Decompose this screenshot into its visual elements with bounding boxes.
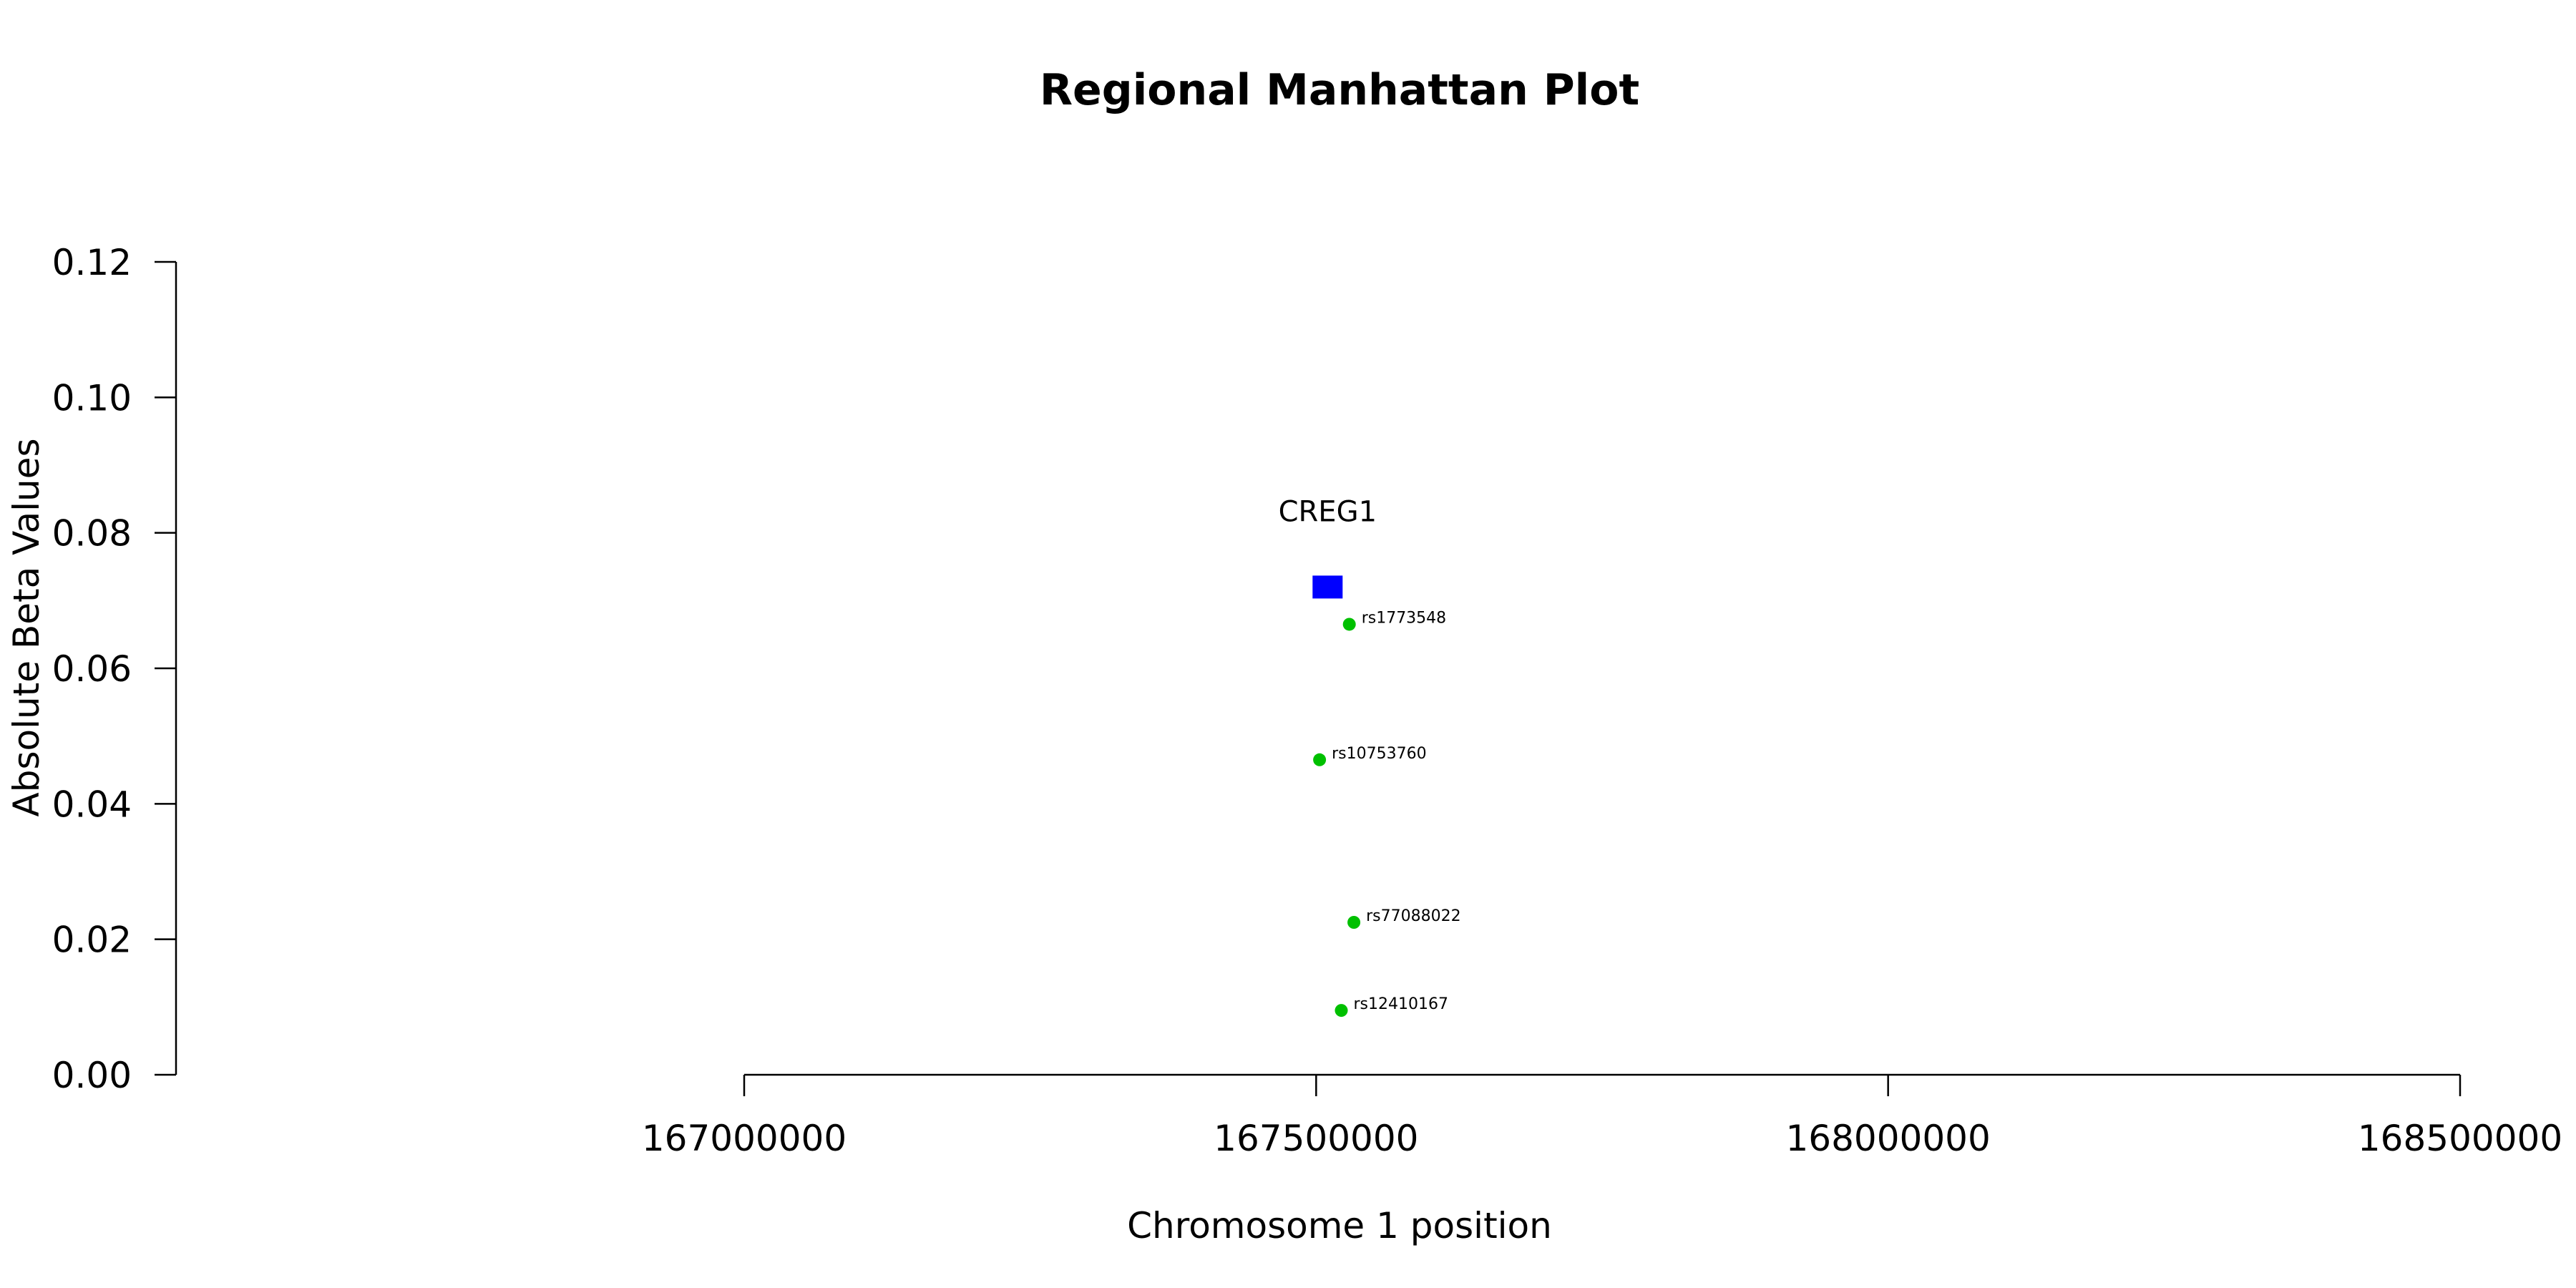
y-tick-label: 0.12 [52,242,132,283]
x-tick-label: 168500000 [2358,1118,2562,1159]
x-tick-label: 168000000 [1786,1118,1991,1159]
y-tick-label: 0.04 [52,784,132,825]
gene-marker [1312,575,1343,599]
y-tick-label: 0.10 [52,377,132,419]
y-tick-label: 0.06 [52,648,132,690]
y-axis: 0.00 0.02 0.04 0.06 0.08 0.10 0.12 [52,242,177,1096]
snp-point [1347,916,1361,929]
y-axis-label: Absolute Beta Values [6,439,47,817]
x-tick-label: 167500000 [1214,1118,1418,1159]
x-axis: 167000000 167500000 168000000 168500000 [642,1073,2562,1159]
x-axis-label: Chromosome 1 position [1127,1205,1552,1246]
snp-point [1313,753,1327,766]
y-tick-label: 0.02 [52,919,132,961]
gene-label: CREG1 [1279,495,1377,528]
y-tick-label: 0.08 [52,513,132,555]
snp-label: rs12410167 [1354,995,1448,1013]
gene-layer: CREG1 [1279,495,1377,599]
y-tick-label: 0.00 [52,1055,132,1096]
snp-point [1342,618,1356,631]
snp-label: rs10753760 [1332,745,1426,763]
chart-title: Regional Manhattan Plot [1040,65,1639,115]
snp-label: rs1773548 [1362,609,1447,627]
snp-label: rs77088022 [1366,907,1460,925]
x-tick-label: 167000000 [642,1118,847,1159]
snp-points-layer: rs1773548 rs10753760 rs77088022 rs12410167 [1313,609,1461,1018]
snp-point [1335,1004,1348,1018]
